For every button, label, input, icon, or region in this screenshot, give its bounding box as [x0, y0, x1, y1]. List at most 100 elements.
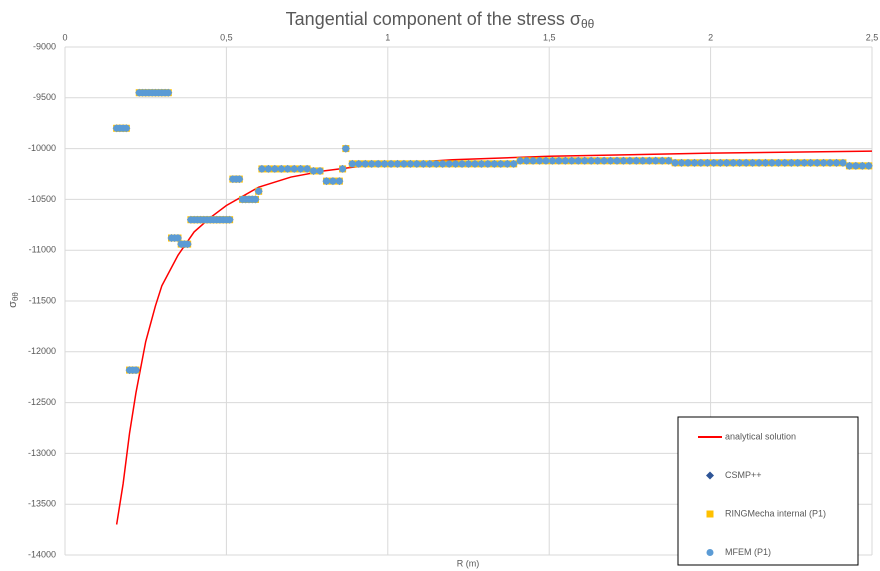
title-subscript: θθ — [581, 17, 595, 31]
circle-marker — [703, 159, 711, 167]
y-tick-label: -10500 — [28, 194, 56, 204]
circle-marker — [639, 157, 647, 165]
y-tick-label: -13500 — [28, 499, 56, 509]
circle-marker — [355, 160, 363, 168]
circle-marker — [471, 160, 479, 168]
circle-marker — [723, 159, 731, 167]
x-axis-label: R (m) — [457, 558, 480, 568]
circle-marker — [122, 124, 130, 132]
circle-marker — [368, 160, 376, 168]
circle-marker — [632, 157, 640, 165]
circle-marker — [706, 549, 714, 556]
circle-marker — [258, 165, 266, 173]
circle-marker — [568, 157, 576, 165]
circle-marker — [839, 159, 847, 167]
circle-marker — [484, 160, 492, 168]
circle-marker — [626, 157, 634, 165]
circle-marker — [671, 159, 679, 167]
circle-marker — [432, 160, 440, 168]
y-tick-label: -12000 — [28, 346, 56, 356]
circle-marker — [184, 240, 192, 248]
circle-marker — [426, 160, 434, 168]
chart-title: Tangential component of the stress σθθ — [286, 9, 595, 31]
plot-marks — [112, 88, 873, 525]
circle-marker — [374, 160, 382, 168]
legend: analytical solution CSMP++ RINGMecha inter… — [677, 416, 859, 566]
circle-marker — [755, 159, 763, 167]
circle-marker — [477, 160, 485, 168]
circle-marker — [574, 157, 582, 165]
circle-marker — [800, 159, 808, 167]
circle-marker — [452, 160, 460, 168]
circle-marker — [510, 160, 518, 168]
circle-marker — [761, 159, 769, 167]
circle-marker — [251, 195, 259, 203]
circle-marker — [774, 159, 782, 167]
circle-marker — [164, 89, 172, 97]
circle-marker — [594, 157, 602, 165]
circle-marker — [490, 160, 498, 168]
circle-marker — [794, 159, 802, 167]
circle-marker — [658, 157, 666, 165]
legend-label: MFEM (P1) — [725, 547, 771, 557]
x-tick-label: 1 — [385, 32, 390, 42]
circle-marker — [787, 159, 795, 167]
circle-marker — [529, 157, 537, 165]
grid: -9000 -9500 -10000 -10500 -11000 -11500 -12000… — [28, 32, 878, 559]
circle-marker — [406, 160, 414, 168]
x-tick-label: 0 — [62, 32, 67, 42]
circle-marker — [832, 159, 840, 167]
circle-marker — [400, 160, 408, 168]
circle-marker — [742, 159, 750, 167]
circle-marker — [132, 366, 140, 374]
circle-marker — [284, 165, 292, 173]
x-tick-label: 0,5 — [220, 32, 233, 42]
circle-marker — [316, 167, 324, 175]
circle-marker — [807, 159, 815, 167]
circle-marker — [678, 159, 686, 167]
legend-label: RINGMecha internal (P1) — [725, 508, 826, 518]
circle-marker — [736, 159, 744, 167]
y-label-subscript: θθ — [11, 292, 20, 301]
circle-marker — [329, 177, 337, 185]
circle-marker — [387, 160, 395, 168]
circle-marker — [826, 159, 834, 167]
square-marker — [706, 510, 714, 518]
y-tick-label: -11500 — [29, 295, 56, 305]
circle-marker — [820, 159, 828, 167]
circle-marker — [342, 145, 350, 153]
circle-marker — [710, 159, 718, 167]
circle-marker — [277, 165, 285, 173]
circle-marker — [322, 177, 330, 185]
y-tick-label: -9000 — [33, 41, 56, 51]
circle-marker — [445, 160, 453, 168]
circle-marker — [665, 157, 673, 165]
circle-marker — [458, 160, 466, 168]
y-tick-label: -9500 — [33, 92, 56, 102]
circle-marker — [516, 157, 524, 165]
circle-marker — [697, 159, 705, 167]
circle-marker — [523, 157, 531, 165]
circle-marker — [413, 160, 421, 168]
circle-marker — [271, 165, 279, 173]
y-tick-label: -11000 — [29, 245, 56, 255]
legend-box — [677, 416, 859, 566]
circle-marker — [419, 160, 427, 168]
circle-marker — [290, 165, 298, 173]
circle-marker — [310, 167, 318, 175]
title-text: Tangential component of the stress σ — [286, 9, 581, 29]
circle-marker — [339, 165, 347, 173]
y-label-text: σ — [7, 301, 19, 308]
circle-marker — [174, 234, 182, 242]
circle-marker — [716, 159, 724, 167]
circle-marker — [264, 165, 272, 173]
circle-marker — [600, 157, 608, 165]
circle-marker — [813, 159, 821, 167]
circle-marker — [503, 160, 511, 168]
x-tick-label: 2,5 — [866, 32, 879, 42]
circle-marker — [348, 160, 356, 168]
circle-marker — [613, 157, 621, 165]
circle-marker — [587, 157, 595, 165]
circle-marker — [729, 159, 737, 167]
